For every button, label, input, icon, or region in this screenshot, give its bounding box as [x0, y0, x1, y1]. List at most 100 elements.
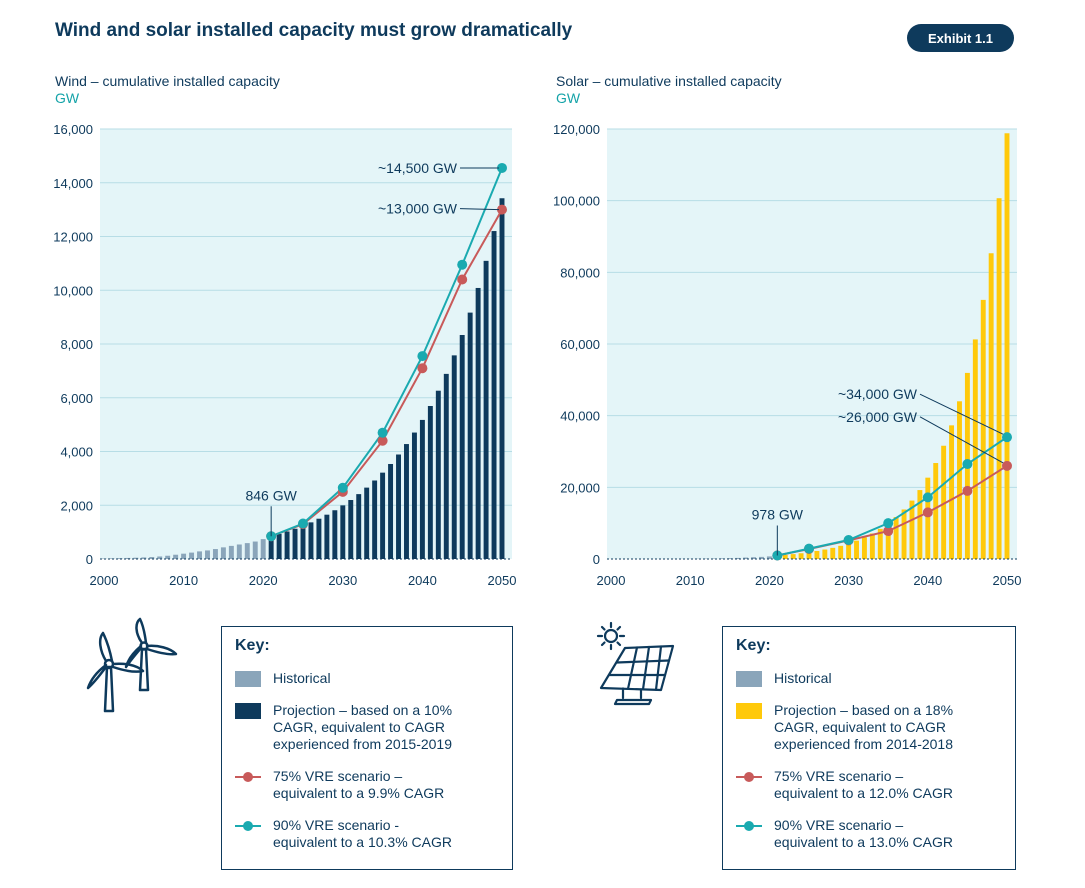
- solar-x-tick-label: 2010: [676, 573, 705, 588]
- solar-key-line-marker: [736, 769, 762, 785]
- wind-y-tick-label: 4,000: [60, 445, 93, 460]
- solar-bar-projection: [798, 553, 804, 559]
- wind-key-title: Key:: [235, 637, 270, 654]
- solar-key-item: 90% VRE scenario – equivalent to a 13.0%…: [736, 817, 953, 851]
- wind-series-point-vre90: [457, 259, 468, 270]
- wind-bar-historical: [181, 553, 187, 559]
- wind-chart-title: Wind – cumulative installed capacity: [55, 73, 280, 89]
- solar-x-tick-label: 2000: [597, 573, 626, 588]
- wind-bar-projection: [268, 536, 274, 559]
- wind-bar-projection: [499, 198, 505, 559]
- solar-key-label: Projection – based on a 18% CAGR, equiva…: [774, 702, 954, 752]
- wind-key-label: Projection – based on a 10% CAGR, equiva…: [273, 702, 453, 752]
- solar-x-tick-label: 2050: [993, 573, 1022, 588]
- wind-annotation-label: ~13,000 GW: [378, 201, 458, 217]
- solar-bar-projection: [917, 490, 923, 559]
- wind-annotation-label: ~14,500 GW: [378, 160, 458, 176]
- solar-series-point-vre75: [922, 507, 933, 518]
- wind-key-box: Key: Historical Projection – based on a 1…: [221, 626, 513, 870]
- wind-series-point-vre90: [497, 162, 507, 173]
- wind-bar-projection: [380, 472, 386, 559]
- exhibit-badge: Exhibit 1.1: [907, 24, 1014, 52]
- solar-bar-historical: [766, 556, 772, 559]
- solar-bar-projection: [972, 339, 978, 559]
- solar-key-label: 90% VRE scenario – equivalent to a 13.0%…: [774, 817, 953, 850]
- wind-bar-historical: [141, 557, 147, 559]
- wind-bar-projection: [332, 510, 338, 559]
- solar-bar-projection: [988, 253, 994, 560]
- wind-bar-projection: [276, 533, 282, 559]
- wind-key-label: 75% VRE scenario – equivalent to a 9.9% …: [273, 768, 445, 801]
- wind-key-item: 75% VRE scenario – equivalent to a 9.9% …: [235, 768, 445, 802]
- wind-series-point-vre75: [457, 274, 468, 285]
- solar-series-point-vre90: [883, 518, 894, 529]
- wind-bar-historical: [197, 551, 202, 559]
- solar-annotation-label: ~26,000 GW: [838, 409, 918, 425]
- solar-bar-projection: [957, 401, 962, 559]
- wind-bar-projection: [300, 525, 306, 559]
- wind-bar-historical: [173, 554, 179, 559]
- wind-bar-projection: [411, 432, 417, 559]
- solar-key-label: 75% VRE scenario – equivalent to a 12.0%…: [774, 768, 953, 801]
- solar-bar-projection: [1004, 133, 1010, 560]
- solar-series-point-vre90: [1002, 432, 1012, 443]
- wind-y-tick-label: 10,000: [53, 283, 93, 298]
- wind-bar-historical: [117, 558, 123, 559]
- wind-capacity-chart: 0 2,000 4,000 6,000 8,000 10,000 12,000 14,000 1…: [53, 122, 517, 588]
- solar-bar-projection: [941, 445, 947, 559]
- solar-bar-projection: [790, 554, 796, 559]
- solar-bar-projection: [822, 549, 828, 559]
- solar-bar-historical: [751, 557, 757, 559]
- wind-bar-projection: [396, 454, 401, 559]
- wind-series-point-vre90: [337, 482, 348, 493]
- solar-series-point-vre90: [804, 543, 814, 554]
- wind-bar-projection: [316, 518, 322, 559]
- solar-bar-historical: [735, 557, 741, 559]
- solar-y-tick-label: 120,000: [553, 122, 600, 137]
- solar-bar-projection: [925, 477, 931, 559]
- wind-y-tick-label: 8,000: [60, 337, 93, 352]
- wind-turbine-icon: [86, 617, 178, 713]
- solar-bar-projection: [909, 500, 915, 559]
- wind-bar-historical: [109, 558, 115, 559]
- solar-series-point-vre75: [962, 485, 973, 496]
- solar-annotation-leader: [919, 416, 1004, 464]
- solar-annotation-label: 978 GW: [752, 506, 804, 522]
- solar-key-item: Projection – based on a 18% CAGR, equiva…: [736, 702, 954, 753]
- wind-x-tick-label: 2020: [249, 573, 278, 588]
- wind-bar-historical: [125, 557, 131, 559]
- solar-chart-title: Solar – cumulative installed capacity: [556, 73, 782, 89]
- solar-bar-projection: [996, 198, 1002, 559]
- solar-bar-projection: [933, 463, 939, 559]
- solar-key-item: 75% VRE scenario – equivalent to a 12.0%…: [736, 768, 953, 802]
- solar-y-tick-label: 60,000: [560, 337, 600, 352]
- solar-key-box: Key: Historical Projection – based on a 1…: [722, 626, 1016, 870]
- wind-bar-projection: [419, 419, 425, 559]
- solar-bar-projection: [980, 299, 986, 559]
- wind-series-point-vre75: [417, 363, 428, 374]
- wind-bar-projection: [356, 494, 362, 559]
- solar-bar-projection: [893, 517, 899, 559]
- wind-key-line-marker: [235, 818, 261, 834]
- wind-series-point-vre75: [497, 204, 507, 215]
- solar-bar-projection: [838, 545, 844, 559]
- solar-y-tick-label: 20,000: [560, 480, 600, 495]
- wind-key-label: Historical: [273, 670, 331, 686]
- solar-key-swatch: [736, 703, 762, 719]
- wind-bar-projection: [324, 514, 330, 559]
- wind-bar-historical: [133, 557, 139, 559]
- wind-y-tick-label: 2,000: [60, 498, 93, 513]
- wind-bar-historical: [189, 552, 195, 559]
- solar-chart-unit: GW: [556, 90, 581, 106]
- wind-y-tick-label: 14,000: [53, 176, 93, 191]
- wind-y-tick-label: 16,000: [53, 122, 93, 137]
- wind-bar-projection: [475, 287, 481, 559]
- wind-bar-historical: [149, 557, 155, 559]
- solar-bar-projection: [861, 537, 867, 559]
- wind-x-tick-label: 2010: [169, 573, 198, 588]
- wind-x-tick-label: 2050: [488, 573, 517, 588]
- wind-bar-projection: [427, 406, 433, 559]
- page-title: Wind and solar installed capacity must g…: [55, 20, 573, 41]
- wind-bar-historical: [205, 550, 210, 559]
- solar-annotation-label: ~34,000 GW: [838, 386, 918, 402]
